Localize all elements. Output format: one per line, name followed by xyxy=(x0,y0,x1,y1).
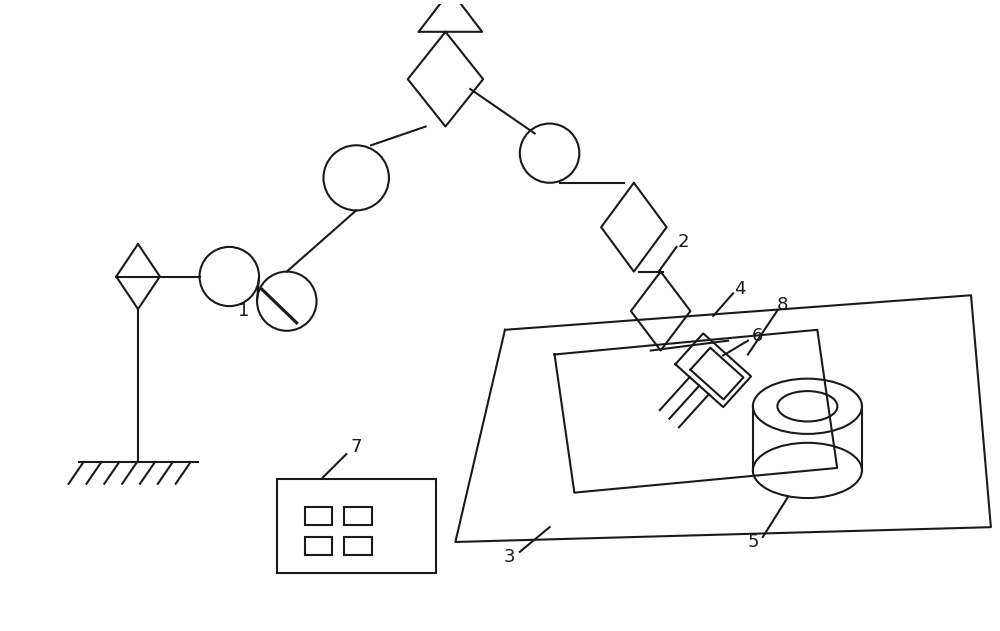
Text: 5: 5 xyxy=(747,533,759,551)
Text: 1: 1 xyxy=(238,302,250,320)
Text: 3: 3 xyxy=(504,548,516,566)
Bar xyxy=(344,537,372,555)
Text: 4: 4 xyxy=(734,280,746,298)
Bar xyxy=(277,479,436,572)
Bar xyxy=(305,507,332,525)
Bar xyxy=(344,507,372,525)
Text: 7: 7 xyxy=(350,439,362,456)
Bar xyxy=(305,537,332,555)
Text: 8: 8 xyxy=(777,296,788,314)
Text: 2: 2 xyxy=(678,233,689,251)
Text: 6: 6 xyxy=(752,327,764,345)
